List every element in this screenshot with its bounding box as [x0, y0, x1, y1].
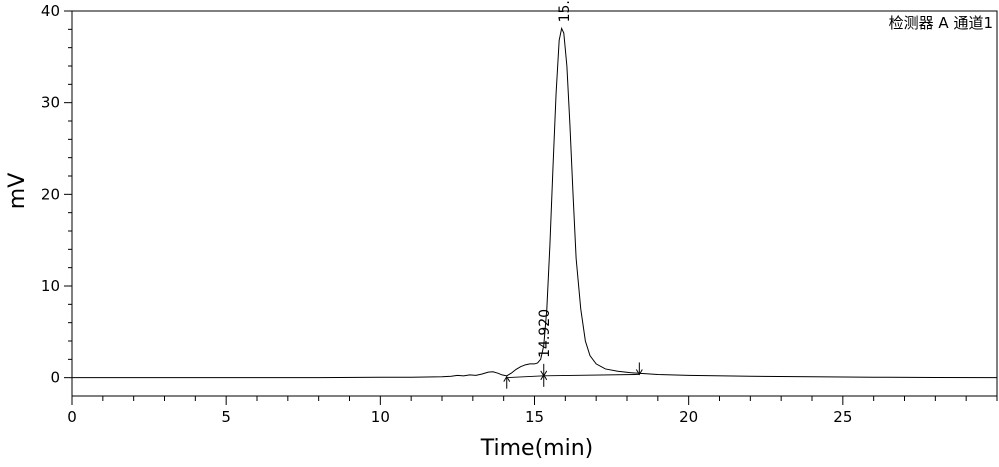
y-tick-label: 0 [50, 369, 60, 387]
detector-label: 检测器 A 通道1 [889, 14, 993, 32]
x-tick-label: 10 [371, 408, 390, 426]
y-tick-label: 20 [41, 185, 60, 203]
x-tick-label: 20 [679, 408, 698, 426]
y-tick-label: 30 [41, 94, 60, 112]
peak-end-arrow [635, 362, 643, 376]
integration-baseline [506, 374, 640, 379]
axis-ticks [64, 10, 998, 405]
y-tick-label: 40 [41, 2, 60, 20]
peak-label: 14.920 [537, 309, 553, 358]
x-tick-label: 5 [221, 408, 231, 426]
integration-markers [503, 362, 643, 389]
x-axis-title: Time(min) [480, 436, 594, 461]
y-axis-title: mV [5, 173, 30, 209]
y-tick-labels: 0 10 20 30 40 [41, 2, 60, 387]
chromatogram-trace [72, 26, 998, 379]
peak-end-arrow [540, 363, 548, 377]
x-tick-labels: 0 5 10 15 20 25 [67, 408, 852, 426]
peak-label: 15.879 [557, 0, 573, 22]
peak-start-arrow [503, 375, 511, 389]
peak-labels: 14.920 15.879 [537, 0, 573, 358]
plot-frame [71, 10, 998, 397]
y-tick-label: 10 [41, 277, 60, 295]
x-tick-label: 25 [833, 408, 852, 426]
x-tick-label: 0 [67, 408, 77, 426]
x-tick-label: 15 [525, 408, 544, 426]
